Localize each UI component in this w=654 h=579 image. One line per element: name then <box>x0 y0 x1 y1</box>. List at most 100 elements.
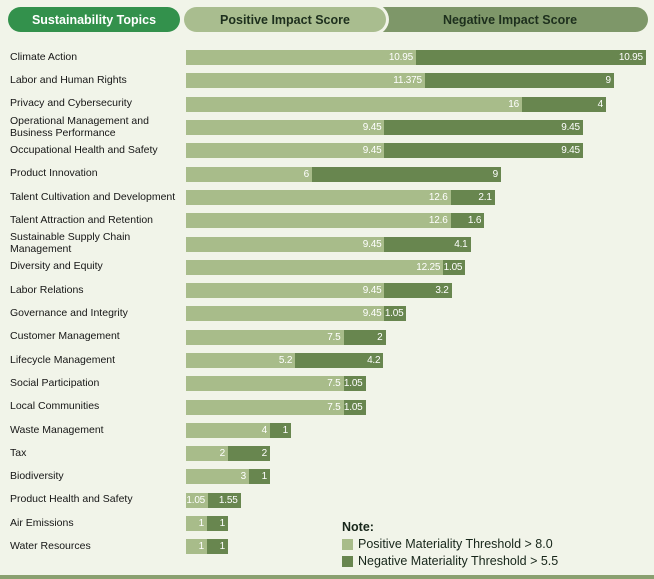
negative-bar-segment: 1 <box>249 469 270 485</box>
positive-bar-segment: 9.45 <box>186 283 385 299</box>
legend-label-negative: Negative Materiality Threshold > 5.5 <box>358 554 559 568</box>
negative-bar-segment: 2.1 <box>450 189 495 205</box>
positive-bar-segment: 7.5 <box>186 399 344 415</box>
chart-row: Customer Management 7.5 2 <box>6 326 648 349</box>
bar-value-label: 1.05 <box>186 494 206 506</box>
negative-bar-segment: 2 <box>228 446 270 462</box>
category-label: Sustainable Supply Chain Management <box>10 231 131 256</box>
bar-value-label: 9.45 <box>362 285 382 297</box>
bar-track: 16 4 <box>186 96 648 112</box>
bar-track: 7.5 1.05 <box>186 376 648 392</box>
legend-item-positive: Positive Materiality Threshold > 8.0 <box>342 537 558 551</box>
bar-value-label: 1 <box>219 518 226 530</box>
bar-value-label: 2 <box>261 448 268 460</box>
chart-row: Operational Management and Business Perf… <box>6 115 648 139</box>
chart-row: Air Emissions 1 1 <box>6 512 648 535</box>
category-label: Product Health and Safety <box>10 493 133 506</box>
bar-value-label: 6 <box>303 168 310 180</box>
bar-value-label: 9 <box>492 168 499 180</box>
chart-row: Talent Cultivation and Development 12.6 2.… <box>6 186 648 209</box>
chart-row: Labor Relations 9.45 3.2 <box>6 279 648 302</box>
chart-row: Diversity and Equity 12.25 1.05 <box>6 256 648 279</box>
category-label: Local Communities <box>10 400 100 413</box>
category-label: Diversity and Equity <box>10 260 103 273</box>
bar-value-label: 2 <box>219 448 226 460</box>
negative-bar-segment: 1.6 <box>450 213 485 229</box>
negative-bar-segment: 1.55 <box>208 492 241 508</box>
bar-value-label: 1.05 <box>443 261 463 273</box>
bar-value-label: 10.95 <box>388 52 413 64</box>
chart-row: Tax 2 2 <box>6 442 648 465</box>
category-label: Water Resources <box>10 540 91 552</box>
negative-bar-segment: 4.2 <box>295 353 384 368</box>
bar-value-label: 9.45 <box>362 308 382 320</box>
negative-bar-segment: 2 <box>343 329 386 345</box>
negative-bar-segment: 1 <box>207 539 228 555</box>
chart-row: Local Communities 7.5 1.05 <box>6 395 648 418</box>
category-label: Customer Management <box>10 330 120 343</box>
bar-value-label: 1 <box>198 518 205 530</box>
bar-value-label: 1.05 <box>343 401 363 413</box>
positive-bar-segment: 6 <box>186 166 312 182</box>
negative-bar-segment: 1.05 <box>443 259 466 275</box>
bar-value-label: 9.45 <box>561 122 580 134</box>
bar-value-label: 10.95 <box>618 52 643 64</box>
positive-bar-segment: 4 <box>186 422 270 438</box>
chart-row: Climate Action 10.95 10.95 <box>6 46 648 69</box>
bar-value-label: 7.5 <box>327 331 341 343</box>
category-label: Waste Management <box>10 423 104 436</box>
negative-bar-segment: 10.95 <box>415 50 646 66</box>
legend-label-positive: Positive Materiality Threshold > 8.0 <box>358 537 553 551</box>
bar-value-label: 12.6 <box>428 191 448 203</box>
positive-bar-segment: 9.45 <box>186 306 385 322</box>
negative-legend-swatch <box>342 555 353 567</box>
bar-value-label: 1.55 <box>218 494 238 506</box>
category-label: Climate Action <box>10 50 78 63</box>
positive-bar-segment: 9.45 <box>186 143 385 159</box>
bar-value-label: 1.6 <box>467 215 482 227</box>
positive-bar-segment: 3 <box>186 469 249 485</box>
negative-bar-segment: 1.05 <box>384 306 407 322</box>
bar-value-label: 9.45 <box>362 122 382 134</box>
chart-row: Product Health and Safety 1.05 1.55 <box>6 489 648 512</box>
chart-row: Product Innovation 6 9 <box>6 162 648 185</box>
bar-value-label: 1.05 <box>343 378 363 390</box>
negative-bar-segment: 9.45 <box>384 120 583 136</box>
chart-row: Social Participation 7.5 1.05 <box>6 372 648 395</box>
bar-value-label: 12.25 <box>416 261 441 273</box>
chart-row: Sustainable Supply Chain Management 9.45 4… <box>6 232 648 255</box>
bar-value-label: 4.1 <box>454 238 468 250</box>
bar-value-label: 16 <box>508 98 519 110</box>
chart-row: Labor and Human Rights 11.375 9 <box>6 69 648 92</box>
positive-bar-segment: 16 <box>186 96 522 112</box>
category-label: Labor Relations <box>10 283 84 296</box>
positive-bar-segment: 7.5 <box>186 329 344 345</box>
chart-row: Governance and Integrity 9.45 1.05 <box>6 302 648 325</box>
category-label: Talent Attraction and Retention <box>10 213 154 226</box>
bar-track: 10.95 10.95 <box>186 50 648 66</box>
category-label: Governance and Integrity <box>10 307 128 320</box>
topics-header: Sustainability Topics <box>8 7 180 32</box>
bar-value-label: 2.1 <box>478 191 492 203</box>
negative-bar-segment: 1 <box>270 422 291 438</box>
positive-bar-segment: 11.375 <box>186 73 425 89</box>
positive-bar-segment: 1 <box>186 539 207 555</box>
chart-row: Privacy and Cybersecurity 16 4 <box>6 93 648 116</box>
bar-value-label: 5.2 <box>278 355 293 366</box>
negative-bar-segment: 9.45 <box>384 143 583 159</box>
positive-bar-segment: 12.6 <box>186 213 451 229</box>
positive-bar-segment: 9.45 <box>186 120 385 136</box>
category-label: Occupational Health and Safety <box>10 143 158 156</box>
negative-bar-segment: 4.1 <box>384 236 471 252</box>
category-label: Lifecycle Management <box>10 353 116 366</box>
bar-track: 9.45 3.2 <box>186 283 648 299</box>
chart-row: Lifecycle Management 5.2 4.2 <box>6 349 648 372</box>
bar-track: 9.45 9.45 <box>186 120 648 136</box>
negative-bar-segment: 1 <box>207 516 228 532</box>
bar-value-label: 9 <box>605 75 612 87</box>
